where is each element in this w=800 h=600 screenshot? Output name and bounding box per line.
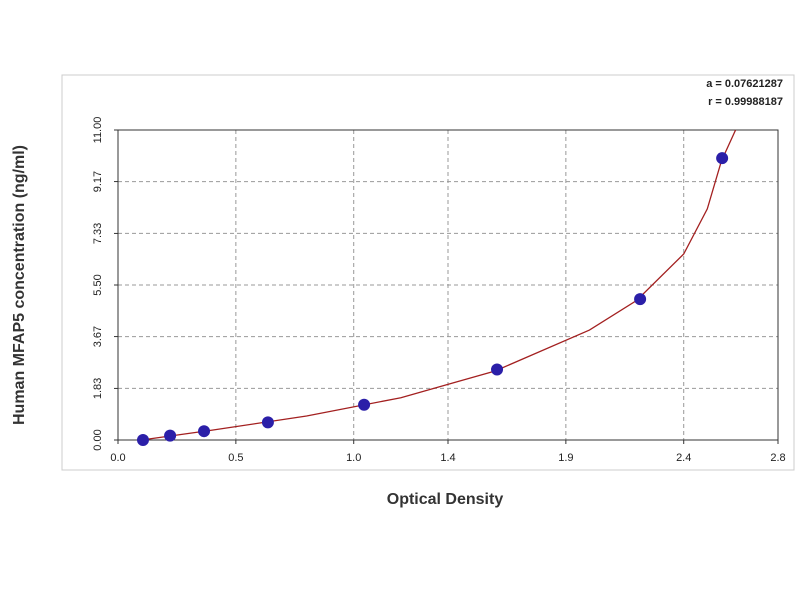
x-tick-label: 1.0 (346, 452, 361, 464)
x-tick-label: 0.5 (228, 452, 243, 464)
data-point (716, 152, 729, 165)
fit-curve (141, 129, 737, 441)
annotation: a = 0.07621287 (706, 78, 783, 90)
y-tick-label: 9.17 (92, 171, 104, 192)
y-tick-label: 7.33 (92, 223, 104, 244)
data-point (261, 416, 274, 429)
annotation: r = 0.99988187 (708, 96, 783, 108)
data-point (634, 293, 647, 306)
y-tick-label: 0.00 (92, 429, 104, 450)
y-tick-label: 1.83 (92, 378, 104, 399)
y-axis-label: Human MFAP5 concentration (ng/ml) (11, 145, 28, 425)
y-tick-label: 3.67 (92, 326, 104, 347)
x-tick-label: 0.0 (110, 452, 125, 464)
plot-border (117, 129, 779, 441)
data-point (198, 425, 211, 438)
x-tick-label: 2.8 (770, 452, 785, 464)
x-tick-label: 1.4 (440, 452, 455, 464)
data-point (136, 434, 149, 446)
x-tick-label: 2.4 (676, 452, 691, 464)
x-axis-label: Optical Density (387, 491, 504, 508)
y-tick-label: 11.00 (92, 117, 104, 144)
x-tick-label: 1.9 (558, 452, 573, 464)
data-point (358, 398, 371, 411)
data-point (164, 429, 177, 442)
y-tick-label: 5.50 (92, 274, 104, 295)
data-point (491, 363, 504, 376)
